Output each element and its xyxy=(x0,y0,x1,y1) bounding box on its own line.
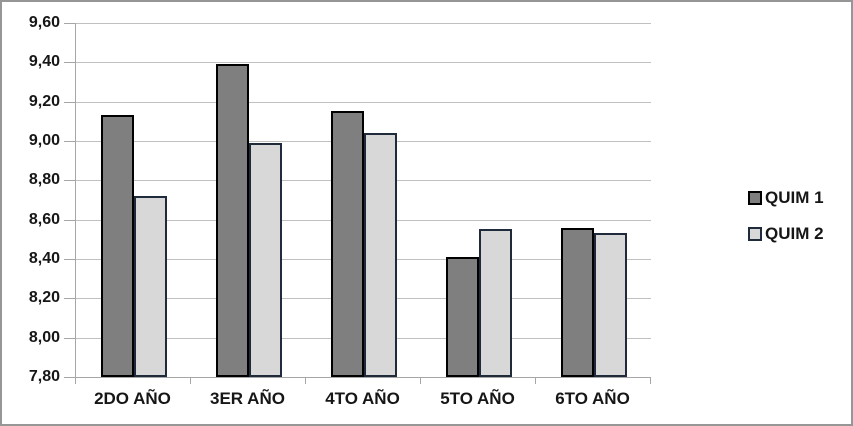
gridline xyxy=(76,62,651,63)
y-axis-tick xyxy=(64,220,75,221)
x-axis-label: 6TO AÑO xyxy=(555,389,630,408)
y-axis-label: 7,80 xyxy=(28,368,60,385)
y-axis-label: 8,60 xyxy=(28,211,60,228)
legend-item: QUIM 1 xyxy=(748,188,824,208)
y-axis-tick xyxy=(64,259,75,260)
y-axis-label: 8,80 xyxy=(28,171,60,188)
y-axis-tick xyxy=(64,141,75,142)
y-axis-tick xyxy=(64,338,75,339)
legend-label: QUIM 2 xyxy=(765,224,824,243)
x-axis-tick xyxy=(535,378,536,384)
x-axis-tick xyxy=(305,378,306,384)
bar-quim2-3er-año xyxy=(249,143,282,377)
legend-item: QUIM 2 xyxy=(748,224,824,244)
bar-quim2-4to-año xyxy=(364,133,397,377)
bar-quim1-2do-año xyxy=(101,115,134,377)
bar-quim1-6to-año xyxy=(561,228,594,377)
legend-swatch-icon xyxy=(748,227,762,241)
y-axis-tick xyxy=(64,102,75,103)
y-axis-label: 9,00 xyxy=(28,132,60,149)
y-axis-label: 8,40 xyxy=(28,250,60,267)
x-axis-label: 3ER AÑO xyxy=(210,389,285,408)
bar-quim2-5to-año xyxy=(479,229,512,377)
x-axis-tick xyxy=(650,378,651,384)
plot-area xyxy=(75,23,651,378)
legend: QUIM 1 QUIM 2 xyxy=(748,188,824,244)
y-axis-label: 9,40 xyxy=(28,53,60,70)
y-axis-tick xyxy=(64,62,75,63)
y-axis-label: 8,00 xyxy=(28,329,60,346)
x-axis-label: 4TO AÑO xyxy=(325,389,400,408)
y-axis-label: 8,20 xyxy=(28,289,60,306)
bar-quim2-6to-año xyxy=(594,233,627,377)
y-axis-label: 9,60 xyxy=(28,14,60,31)
bar-quim1-3er-año xyxy=(216,64,249,377)
y-axis-label: 9,20 xyxy=(28,93,60,110)
x-axis-tick xyxy=(420,378,421,384)
y-axis-tick xyxy=(64,180,75,181)
gridline xyxy=(76,23,651,24)
x-axis-tick xyxy=(190,378,191,384)
x-axis-label: 2DO AÑO xyxy=(94,389,171,408)
y-axis-tick xyxy=(64,298,75,299)
x-axis-label: 5TO AÑO xyxy=(440,389,515,408)
bar-quim2-2do-año xyxy=(134,196,167,377)
y-axis-tick xyxy=(64,377,75,378)
bar-quim1-5to-año xyxy=(446,257,479,377)
gridline xyxy=(76,102,651,103)
y-axis-tick xyxy=(64,23,75,24)
x-axis-tick xyxy=(75,378,76,384)
legend-swatch-icon xyxy=(748,191,762,205)
legend-label: QUIM 1 xyxy=(765,188,824,207)
bar-quim1-4to-año xyxy=(331,111,364,377)
